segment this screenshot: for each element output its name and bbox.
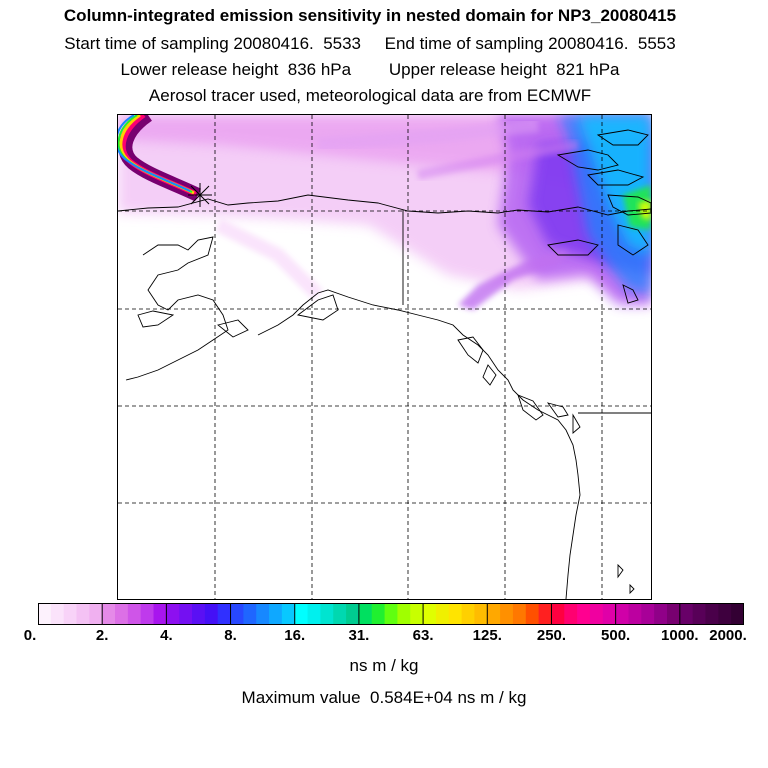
colorbar-cell xyxy=(76,603,90,625)
colorbar-cell xyxy=(705,603,719,625)
colorbar-cell xyxy=(410,603,424,625)
colorbar-cell xyxy=(679,603,694,625)
sensitivity-map xyxy=(118,115,651,599)
colorbar-cell xyxy=(615,603,629,625)
colorbar-cell xyxy=(230,603,244,625)
colorbar-cell xyxy=(102,603,116,625)
colorbar-cell xyxy=(89,603,103,625)
colorbar-cell xyxy=(166,603,180,625)
colorbar-cell xyxy=(204,603,219,625)
tracer-info-line: Aerosol tracer used, meteorological data… xyxy=(148,86,592,105)
colorbar-cell xyxy=(564,603,578,625)
colorbar-tick-label: 31. xyxy=(348,627,370,644)
grid-lines xyxy=(118,115,651,599)
colorbar-cell xyxy=(217,603,232,625)
sampling-time-line: Start time of sampling 20080416. 5533 En… xyxy=(64,34,676,53)
colorbar-cell xyxy=(731,603,744,625)
colorbar-cell xyxy=(551,603,565,625)
release-plume-arc xyxy=(118,115,202,202)
colorbar-tick-label: 125. xyxy=(472,627,502,644)
release-height-line: Lower release height 836 hPa Upper relea… xyxy=(120,60,620,79)
colorbar-cell xyxy=(500,603,514,625)
colorbar-tick-label: 16. xyxy=(284,627,306,644)
colorbar-tick-label: 2000. xyxy=(709,627,747,644)
colorbar-tick-label: 63. xyxy=(412,627,434,644)
colorbar-labels: 0. 2. 4. 8. 16. 31. 63. 125. 250. 500. 1000. 2000. xyxy=(0,627,768,649)
colorbar-cell xyxy=(243,603,257,625)
colorbar-cell xyxy=(423,603,437,625)
colorbar-cell xyxy=(654,603,668,625)
colorbar-tick-label: 8. xyxy=(224,627,237,644)
colorbar-cell xyxy=(461,603,475,625)
colorbar-cell xyxy=(256,603,270,625)
colorbar xyxy=(38,603,744,625)
colorbar-cell xyxy=(474,603,488,625)
release-location-marker xyxy=(188,183,212,207)
colorbar-cell xyxy=(628,603,642,625)
colorbar-cell xyxy=(127,603,142,625)
colorbar-cell xyxy=(307,603,321,625)
colorbar-cell xyxy=(589,603,604,625)
colorbar-cell xyxy=(371,603,386,625)
map-frame xyxy=(117,114,652,600)
map-title: Column-integrated emission sensitivity i… xyxy=(63,6,677,25)
colorbar-cell xyxy=(577,603,591,625)
colorbar-cell xyxy=(692,603,706,625)
colorbar-cell xyxy=(281,603,296,625)
colorbar-cell xyxy=(538,603,552,625)
colorbar-cell xyxy=(115,603,129,625)
sensitivity-field xyxy=(118,115,651,310)
colorbar-cell xyxy=(487,603,501,625)
colorbar-tick-label: 500. xyxy=(601,627,631,644)
colorbar-cell xyxy=(602,603,617,625)
colorbar-tick-label: 0. xyxy=(23,627,37,644)
colorbar-tick-label: 1000. xyxy=(661,627,699,644)
colorbar-cell xyxy=(63,603,78,625)
colorbar-cell xyxy=(153,603,167,625)
colorbar-cell xyxy=(269,603,283,625)
colorbar-cell xyxy=(192,603,206,625)
coastlines xyxy=(118,129,651,599)
colorbar-cell xyxy=(435,603,450,625)
colorbar-cell xyxy=(525,603,540,625)
colorbar-cell xyxy=(397,603,411,625)
colorbar-tick-label: 250. xyxy=(536,627,567,644)
colorbar-cell xyxy=(384,603,398,625)
colorbar-border xyxy=(38,603,744,625)
colorbar-tick-label: 4. xyxy=(160,627,173,644)
colorbar-cell xyxy=(320,603,334,625)
colorbar-cell xyxy=(38,603,52,625)
colorbar-cell xyxy=(333,603,347,625)
colorbar-cell xyxy=(294,603,309,625)
colorbar-cell xyxy=(448,603,463,625)
colorbar-cell xyxy=(718,603,732,625)
maximum-value-label: Maximum value 0.584E+04 ns m / kg xyxy=(241,688,527,707)
colorbar-cell xyxy=(346,603,360,625)
colorbar-cell xyxy=(50,603,65,625)
colorbar-cell xyxy=(666,603,681,625)
colorbar-cell xyxy=(641,603,655,625)
colorbar-tick-label: 2. xyxy=(95,627,109,644)
colorbar-cell xyxy=(140,603,155,625)
colorbar-cell xyxy=(179,603,193,625)
colorbar-unit: ns m / kg xyxy=(349,656,419,675)
colorbar-cell xyxy=(358,603,373,625)
colorbar-cell xyxy=(512,603,527,625)
